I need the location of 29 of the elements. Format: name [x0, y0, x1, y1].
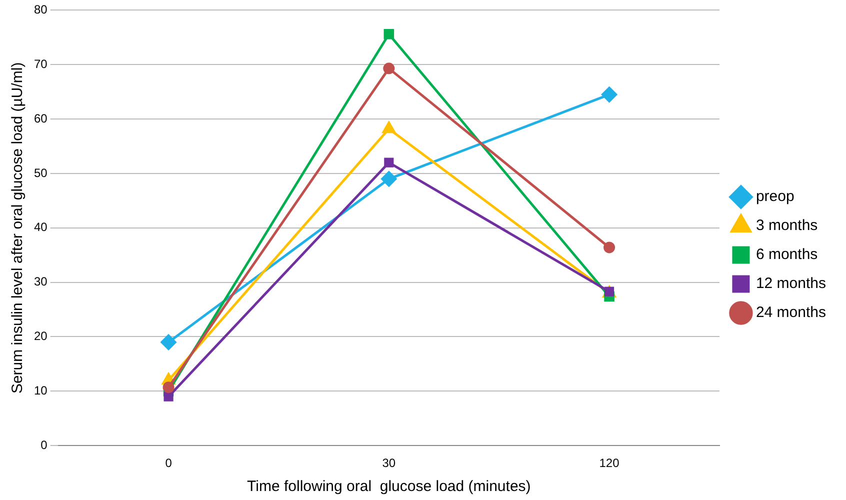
y-tick-label: 30 [34, 274, 48, 289]
y-tick-label: 10 [34, 383, 48, 398]
point [164, 392, 174, 402]
y-tick-label: 70 [34, 56, 48, 71]
x-tick-label: 30 [382, 456, 396, 470]
point [602, 86, 618, 102]
point [381, 171, 397, 187]
legend-label: 6 months [756, 246, 818, 264]
point [384, 158, 394, 168]
y-tick-label: 50 [34, 166, 48, 180]
legend-label: 24 months [756, 304, 826, 322]
x-tick-label: 120 [599, 456, 620, 470]
legend-label: 12 months [756, 275, 826, 292]
y-tick-label: 80 [34, 2, 48, 17]
y-tick-label: 0 [40, 438, 48, 452]
point [382, 122, 396, 134]
point [384, 29, 394, 40]
legend-label: 3 months [756, 217, 818, 234]
point [162, 382, 174, 394]
y-tick-label: 20 [34, 329, 48, 344]
y-tick-label: 60 [34, 111, 48, 126]
x-axis-title: Time following oral glucose load (minutes) [247, 478, 531, 496]
x-tick-label: 0 [165, 456, 172, 470]
point [160, 334, 176, 350]
y-tick-label: 40 [34, 220, 48, 234]
point [383, 62, 395, 74]
y-axis-title: Serum insulin level after oral glucose load (µU/ml) [9, 62, 26, 394]
legend-label: preop [756, 188, 794, 206]
point [604, 242, 616, 254]
